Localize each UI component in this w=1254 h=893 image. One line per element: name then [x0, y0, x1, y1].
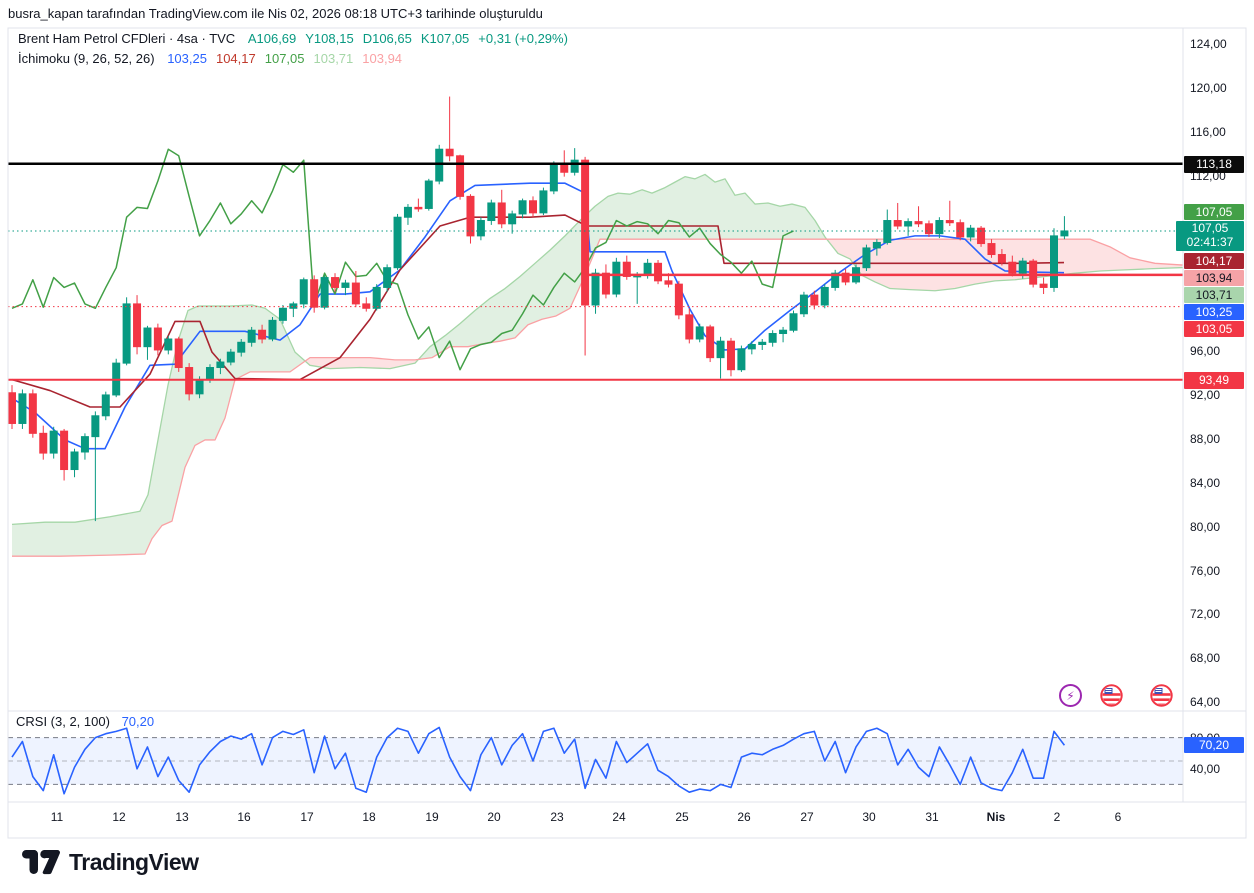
- price-badge-104_17: 104,17: [1184, 253, 1244, 269]
- time-label-27: 27: [800, 810, 814, 824]
- ichimoku-values: 103,25 104,17 107,05 103,71 103,94: [158, 51, 402, 66]
- price-badge-93_49: 93,49: [1184, 372, 1244, 389]
- crsi-value: 70,20: [121, 714, 155, 729]
- us-flag-event-icon[interactable]: [1100, 684, 1123, 707]
- crsi-tick-40,00: 40,00: [1190, 761, 1221, 776]
- time-label-24: 24: [612, 810, 626, 824]
- crsi-badge: 70,20: [1184, 737, 1244, 754]
- price-tick-64,00: 64,00: [1190, 695, 1221, 710]
- price-tick-92,00: 92,00: [1190, 388, 1221, 403]
- main-pane[interactable]: [8, 96, 1183, 557]
- time-label-17: 17: [300, 810, 314, 824]
- time-label-13: 13: [175, 810, 189, 824]
- price-badge-107_05: 107,05 02:41:37: [1176, 221, 1244, 251]
- lightning-event-icon[interactable]: ⚡: [1059, 684, 1082, 707]
- time-label-12: 12: [112, 810, 126, 824]
- time-label-11: 11: [50, 810, 64, 824]
- candles-layer: [8, 96, 1069, 522]
- crsi-legend[interactable]: CRSI (3, 2, 100) 70,20: [16, 714, 154, 729]
- price-tick-116,00: 116,00: [1190, 124, 1226, 139]
- legend-value: A106,69: [247, 31, 297, 46]
- ohlc-values: A106,69 Y108,15 D106,65 K107,05 +0,31 (+0,29…: [239, 31, 568, 46]
- ichimoku-label: İchimoku (9, 26, 52, 26): [18, 51, 155, 66]
- time-label-26: 26: [737, 810, 751, 824]
- time-label-16: 16: [237, 810, 251, 824]
- tradingview-logo[interactable]: TradingView: [22, 847, 199, 877]
- price-badge-103_25: 103,25: [1184, 304, 1244, 320]
- price-badge-103_05: 103,05: [1184, 321, 1244, 337]
- time-label-31: 31: [925, 810, 939, 824]
- price-badge-113_18: 113,18: [1184, 156, 1244, 173]
- crsi-label: CRSI (3, 2, 100): [16, 714, 110, 729]
- price-tick-80,00: 80,00: [1190, 519, 1221, 534]
- price-badge-103_71: 103,71: [1184, 287, 1244, 303]
- time-label-20: 20: [487, 810, 501, 824]
- price-tick-68,00: 68,00: [1190, 651, 1221, 666]
- us-flag-event-icon-2[interactable]: [1150, 684, 1173, 707]
- legend-value: 103,71: [313, 51, 354, 66]
- price-badge-103_94: 103,94: [1184, 270, 1244, 286]
- ichimoku-legend[interactable]: İchimoku (9, 26, 52, 26) 103,25 104,17 107…: [18, 51, 402, 66]
- time-label-6: 6: [1114, 810, 1122, 824]
- price-badge-107_05: 107,05: [1184, 204, 1244, 220]
- legend-value: 103,94: [362, 51, 403, 66]
- legend-value: 107,05: [264, 51, 305, 66]
- time-label-23: 23: [550, 810, 564, 824]
- time-label-30: 30: [862, 810, 876, 824]
- price-tick-84,00: 84,00: [1190, 475, 1221, 490]
- time-label-25: 25: [675, 810, 689, 824]
- symbol-title[interactable]: Brent Ham Petrol CFDleri · 4sa · TVC: [18, 31, 236, 46]
- time-label-Nis: Nis: [986, 810, 1006, 824]
- price-tick-88,00: 88,00: [1190, 431, 1221, 446]
- time-label-19: 19: [425, 810, 439, 824]
- crsi-pane[interactable]: [8, 726, 1183, 795]
- price-tick-96,00: 96,00: [1190, 344, 1221, 359]
- tradingview-logo-text: TradingView: [69, 848, 199, 875]
- price-tick-120,00: 120,00: [1190, 80, 1227, 95]
- legend-value: Y108,15: [305, 31, 354, 46]
- price-tick-124,00: 124,00: [1190, 37, 1227, 51]
- time-label-18: 18: [362, 810, 376, 824]
- attribution-text: busra_kapan tarafından TradingView.com i…: [8, 6, 543, 21]
- legend-value: +0,31 (+0,29%): [478, 31, 568, 46]
- legend-value: D106,65: [362, 31, 412, 46]
- tradingview-logo-icon: [22, 850, 60, 875]
- price-tick-72,00: 72,00: [1190, 607, 1221, 622]
- symbol-legend[interactable]: Brent Ham Petrol CFDleri · 4sa · TVC A10…: [18, 31, 568, 46]
- time-label-2: 2: [1053, 810, 1061, 824]
- legend-value: 103,25: [167, 51, 207, 66]
- legend-value: K107,05: [420, 31, 470, 46]
- legend-value: 104,17: [215, 51, 256, 66]
- price-tick-76,00: 76,00: [1190, 563, 1221, 578]
